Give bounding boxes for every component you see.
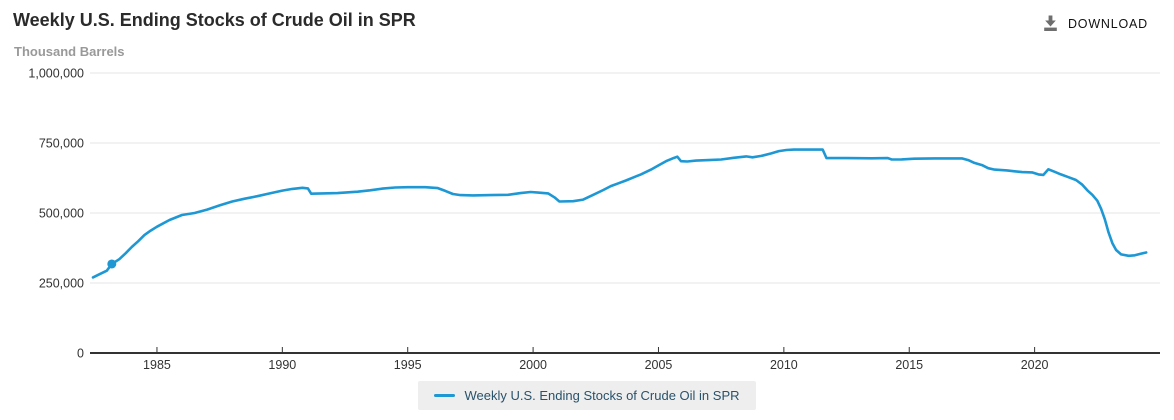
y-axis-labels: 0 250,000 500,000 750,000 1,000,000 — [28, 67, 84, 361]
legend-item[interactable]: Weekly U.S. Ending Stocks of Crude Oil i… — [418, 381, 756, 410]
svg-text:0: 0 — [77, 347, 84, 361]
svg-text:250,000: 250,000 — [39, 277, 84, 291]
legend-label: Weekly U.S. Ending Stocks of Crude Oil i… — [464, 388, 740, 403]
legend-line-swatch-icon — [434, 394, 456, 397]
y-gridlines — [90, 72, 1160, 284]
svg-text:2010: 2010 — [770, 358, 798, 372]
svg-text:1985: 1985 — [143, 358, 171, 372]
svg-text:500,000: 500,000 — [39, 207, 84, 221]
svg-text:1990: 1990 — [268, 358, 296, 372]
legend-row: Weekly U.S. Ending Stocks of Crude Oil i… — [0, 381, 1174, 410]
download-label: DOWNLOAD — [1067, 16, 1148, 31]
download-button[interactable]: DOWNLOAD — [1038, 13, 1152, 34]
svg-text:1,000,000: 1,000,000 — [28, 67, 84, 81]
svg-text:750,000: 750,000 — [39, 137, 84, 151]
svg-text:2015: 2015 — [895, 358, 923, 372]
series-marker-point[interactable] — [107, 259, 117, 269]
page-title: Weekly U.S. Ending Stocks of Crude Oil i… — [13, 10, 416, 30]
units-label: Thousand Barrels — [14, 44, 125, 59]
svg-text:2005: 2005 — [645, 358, 673, 372]
series-line[interactable] — [91, 148, 1148, 279]
x-axis-ticks-and-labels: 1985 1990 1995 2000 2005 2010 2015 2020 — [143, 347, 1049, 372]
svg-text:2020: 2020 — [1021, 358, 1049, 372]
svg-text:2000: 2000 — [519, 358, 547, 372]
download-icon — [1042, 15, 1059, 32]
svg-text:1995: 1995 — [394, 358, 422, 372]
